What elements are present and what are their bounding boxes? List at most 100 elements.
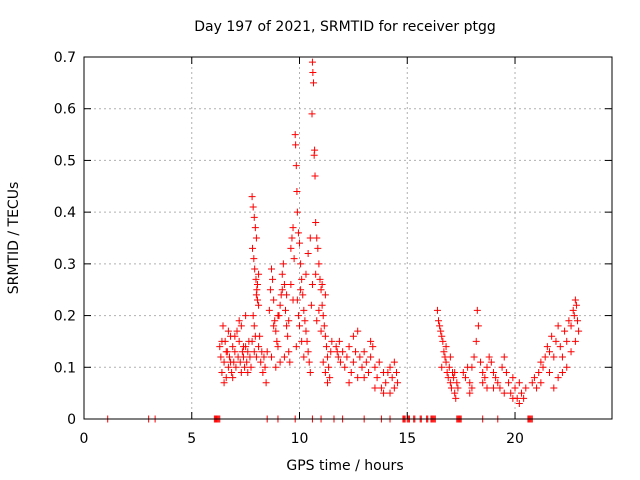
data-point <box>260 353 268 361</box>
data-point <box>255 270 263 278</box>
data-point <box>270 296 278 304</box>
data-point <box>343 353 351 361</box>
data-point <box>255 301 263 309</box>
data-point <box>438 332 446 340</box>
data-point <box>371 363 379 371</box>
data-point <box>293 208 301 216</box>
data-point <box>265 306 273 314</box>
y-tick-label: 0.6 <box>54 102 76 118</box>
data-point <box>360 348 368 356</box>
data-point <box>554 322 562 330</box>
data-point <box>552 337 560 345</box>
data-point <box>283 291 291 299</box>
data-point <box>252 275 260 283</box>
data-point <box>318 281 326 289</box>
data-point <box>436 322 444 330</box>
data-point <box>294 312 302 320</box>
data-point <box>528 379 536 387</box>
data-point <box>546 368 554 376</box>
data-point <box>216 343 224 351</box>
x-tick-label: 0 <box>80 431 89 447</box>
data-point <box>468 363 476 371</box>
data-point <box>362 358 370 366</box>
data-point <box>550 384 558 392</box>
data-point <box>248 193 256 201</box>
data-point <box>315 260 323 268</box>
data-point <box>313 234 321 242</box>
data-point <box>447 384 455 392</box>
data-point <box>292 141 300 149</box>
data-point <box>293 296 301 304</box>
data-point <box>487 358 495 366</box>
data-point <box>533 384 541 392</box>
data-point <box>285 317 293 325</box>
data-point <box>304 348 312 356</box>
data-point <box>349 358 357 366</box>
data-point <box>276 301 284 309</box>
data-point <box>382 379 390 387</box>
data-point <box>228 368 236 376</box>
y-axis-label: SRMTID / TECUs <box>6 182 22 295</box>
data-point <box>312 218 320 226</box>
data-point <box>224 327 232 335</box>
y-tick-label: 0.4 <box>54 205 76 221</box>
data-point <box>324 379 332 387</box>
data-point <box>315 306 323 314</box>
data-point <box>433 306 441 314</box>
data-point <box>335 337 343 345</box>
data-point <box>367 337 375 345</box>
data-point <box>278 270 286 278</box>
data-point <box>220 379 228 387</box>
data-point <box>222 348 230 356</box>
data-point <box>472 337 480 345</box>
data-point <box>515 399 523 407</box>
data-point <box>453 379 461 387</box>
data-point <box>317 286 325 294</box>
data-point <box>302 270 310 278</box>
data-point <box>446 379 454 387</box>
data-point <box>494 379 502 387</box>
data-point <box>217 353 225 361</box>
data-point <box>537 358 545 366</box>
data-point <box>313 317 321 325</box>
data-point <box>276 358 284 366</box>
data-point <box>485 353 493 361</box>
data-point <box>280 353 288 361</box>
data-point <box>249 203 257 211</box>
data-point <box>287 244 295 252</box>
data-point <box>236 358 244 366</box>
data-point <box>286 358 294 366</box>
data-point <box>219 322 227 330</box>
data-point <box>571 296 579 304</box>
data-point <box>477 358 485 366</box>
data-point <box>320 322 328 330</box>
data-point <box>334 353 342 361</box>
data-point <box>218 337 226 345</box>
data-point <box>231 348 239 356</box>
data-point <box>543 343 551 351</box>
x-axis-label: GPS time / hours <box>286 458 403 474</box>
data-point <box>489 368 497 376</box>
data-point <box>326 374 334 382</box>
data-point <box>302 327 310 335</box>
data-point <box>267 353 275 361</box>
data-point <box>354 327 362 335</box>
data-point <box>327 348 335 356</box>
y-tick-label: 0.1 <box>54 360 76 376</box>
data-point <box>468 384 476 392</box>
data-point <box>321 368 329 376</box>
data-point <box>306 368 314 376</box>
data-point <box>563 337 571 345</box>
data-point <box>227 358 235 366</box>
x-tick-labels: 0 5 10 15 20 <box>80 431 524 447</box>
data-point <box>550 353 558 361</box>
data-point <box>520 394 528 402</box>
data-point <box>235 317 243 325</box>
data-point <box>305 358 313 366</box>
data-point <box>311 172 319 180</box>
data-point <box>250 348 258 356</box>
data-point <box>509 374 517 382</box>
data-point <box>367 353 375 361</box>
data-point <box>373 374 381 382</box>
data-point <box>563 363 571 371</box>
